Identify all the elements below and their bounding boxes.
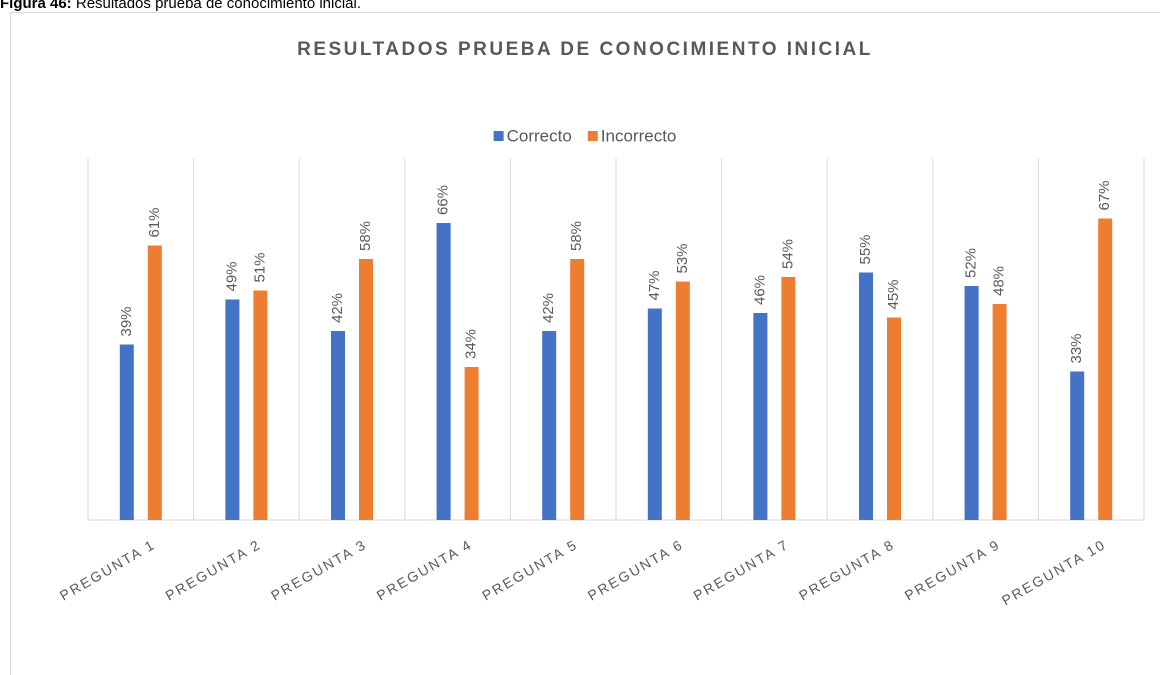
data-label: 42%	[540, 293, 557, 323]
data-label: 54%	[779, 239, 796, 269]
data-label: 67%	[1096, 180, 1113, 210]
bar	[464, 367, 479, 520]
bar	[1098, 218, 1113, 520]
x-tick-label: PREGUNTA 8	[796, 536, 897, 604]
data-label: 66%	[435, 185, 452, 215]
x-tick-label: PREGUNTA 7	[691, 536, 792, 604]
legend-swatch	[493, 131, 504, 141]
bar	[253, 290, 268, 520]
x-tick-label: PREGUNTA 5	[479, 536, 580, 604]
chart-title: RESULTADOS PRUEBA DE CONOCIMIENTO INICIA…	[297, 39, 873, 60]
data-label: 51%	[251, 252, 268, 282]
data-label: 53%	[674, 243, 691, 273]
legend-label: Incorrecto	[601, 126, 677, 145]
legend-label: Correcto	[507, 126, 572, 145]
data-label: 55%	[857, 234, 874, 264]
data-label: 39%	[118, 306, 135, 336]
x-tick-label: PREGUNTA 4	[374, 536, 475, 604]
x-tick-label: PREGUNTA 1	[57, 536, 158, 604]
bar	[781, 277, 796, 520]
bar	[331, 331, 345, 520]
bar	[992, 304, 1007, 520]
bar	[436, 223, 451, 520]
bar	[359, 259, 373, 520]
data-label: 61%	[146, 207, 163, 237]
data-label: 33%	[1068, 333, 1085, 363]
legend-swatch	[587, 131, 598, 141]
bar	[647, 308, 662, 520]
data-label: 47%	[646, 270, 663, 300]
data-label: 58%	[357, 221, 374, 251]
data-label: 46%	[751, 275, 768, 305]
data-label: 58%	[568, 221, 585, 251]
legend: Correcto Incorrecto	[493, 126, 677, 145]
data-label: 34%	[463, 329, 480, 359]
bar	[675, 281, 690, 520]
data-label: 49%	[223, 261, 240, 291]
data-label: 48%	[991, 266, 1008, 296]
x-tick-label: PREGUNTA 3	[268, 536, 369, 604]
caption: Figura 46: Resultados prueba de conocimi…	[0, 0, 361, 12]
bar	[542, 331, 557, 520]
caption-text: Resultados prueba de conocimiento inicia…	[76, 0, 361, 12]
data-label: 52%	[963, 248, 980, 278]
bar	[887, 317, 901, 520]
bar	[859, 272, 873, 520]
bar	[964, 286, 979, 520]
bar	[570, 259, 585, 520]
x-tick-label: PREGUNTA 2	[163, 536, 264, 604]
bar	[147, 245, 162, 520]
bar	[753, 313, 768, 520]
x-tick-label: PREGUNTA 10	[999, 536, 1109, 609]
caption-label: Figura 46:	[0, 0, 72, 12]
x-tick-label: PREGUNTA 9	[902, 536, 1003, 604]
bar	[119, 344, 134, 520]
bar	[1070, 371, 1085, 520]
x-tick-label: PREGUNTA 6	[585, 536, 686, 604]
chart-border	[10, 12, 1160, 675]
bar	[225, 299, 240, 520]
data-label: 45%	[885, 279, 902, 309]
data-label: 42%	[329, 293, 346, 323]
